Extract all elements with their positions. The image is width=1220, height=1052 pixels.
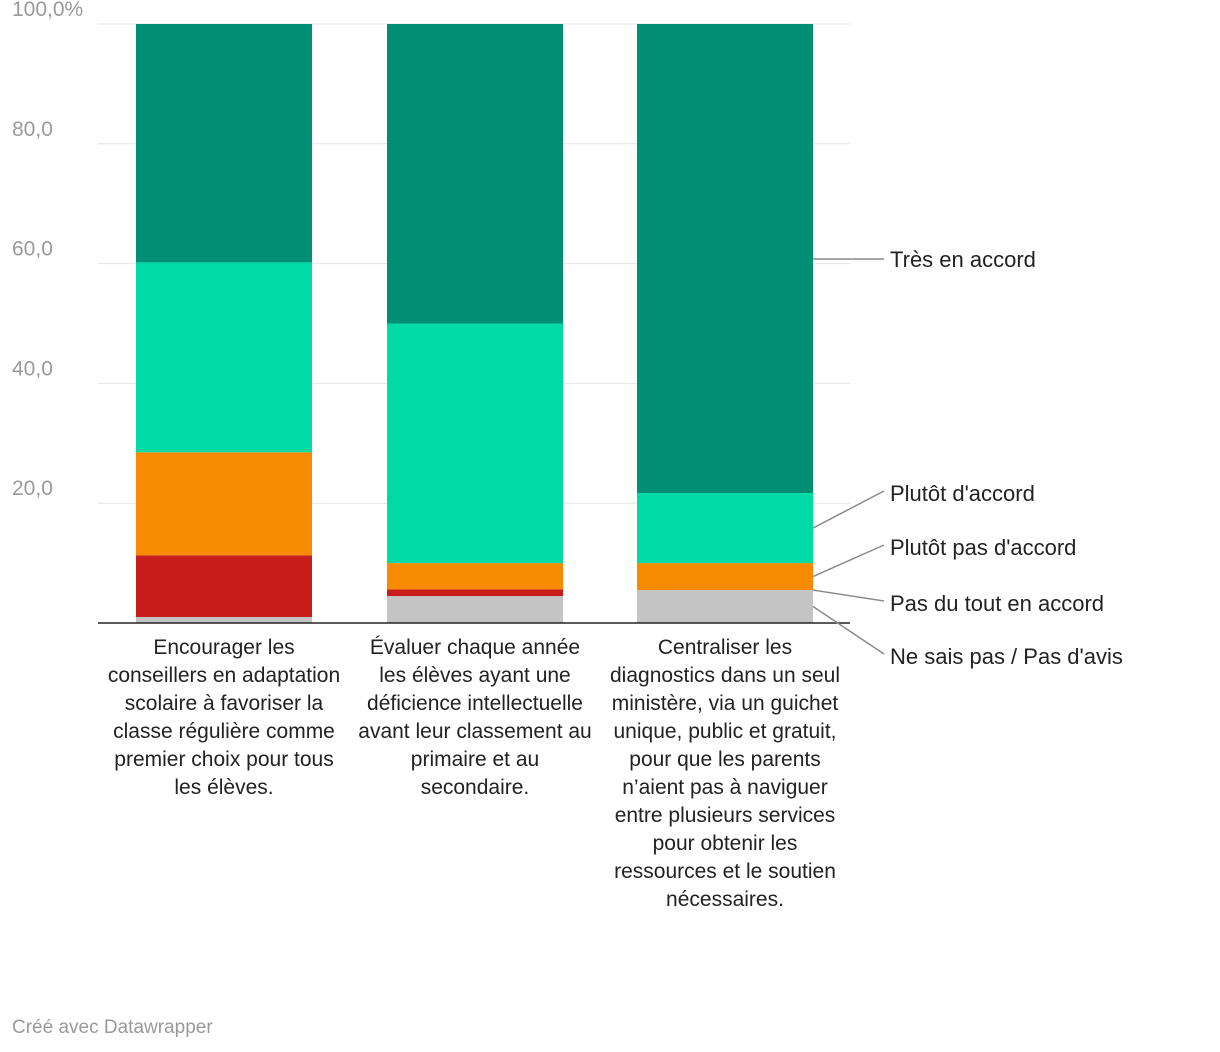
- legend-leader-line: [812, 544, 885, 578]
- bar-segment-2-5: [387, 24, 563, 324]
- bar-segment-2-3: [387, 563, 563, 590]
- bar-segment-3-5: [637, 24, 813, 494]
- legend-label-3: Plutôt pas d'accord: [890, 535, 1076, 560]
- legend-leader-line: [812, 589, 885, 602]
- bar-segment-2-4: [387, 323, 563, 564]
- bar-segment-1-5: [136, 24, 312, 263]
- bar-segment-3-3: [637, 563, 813, 591]
- bar-segment-1-4: [136, 262, 312, 453]
- bar-segment-1-1: [136, 617, 312, 623]
- y-tick-label: 100,0%: [12, 0, 83, 21]
- credit-text: Créé avec Datawrapper: [12, 1017, 213, 1038]
- legend: Ne sais pas / Pas d'avis Pas du tout en a…: [812, 247, 1123, 669]
- category-label-2: Évaluer chaque année les élèves ayant un…: [358, 636, 592, 799]
- bar-segment-3-4: [637, 493, 813, 564]
- legend-leader-line: [812, 490, 885, 529]
- category-label-3: Centraliser les diagnostics dans un seul…: [610, 636, 840, 911]
- y-tick-label: 40,0: [12, 357, 53, 380]
- legend-leader-line: [812, 605, 885, 655]
- bar-segment-2-2: [387, 589, 563, 597]
- y-tick-label: 60,0: [12, 238, 53, 261]
- bars: [136, 24, 813, 623]
- y-tick-label: 80,0: [12, 118, 53, 141]
- legend-label-4: Plutôt d'accord: [890, 481, 1035, 506]
- y-tick-label: 20,0: [12, 477, 53, 500]
- category-label-1: Encourager les conseillers en adaptation…: [107, 636, 341, 799]
- bar-segment-1-2: [136, 555, 312, 618]
- bar-segment-3-1: [637, 590, 813, 623]
- legend-label-2: Pas du tout en accord: [890, 591, 1104, 616]
- legend-label-1: Ne sais pas / Pas d'avis: [890, 644, 1123, 669]
- bar-segment-2-1: [387, 596, 563, 623]
- bar-segment-1-3: [136, 452, 312, 556]
- legend-label-5: Très en accord: [890, 247, 1036, 272]
